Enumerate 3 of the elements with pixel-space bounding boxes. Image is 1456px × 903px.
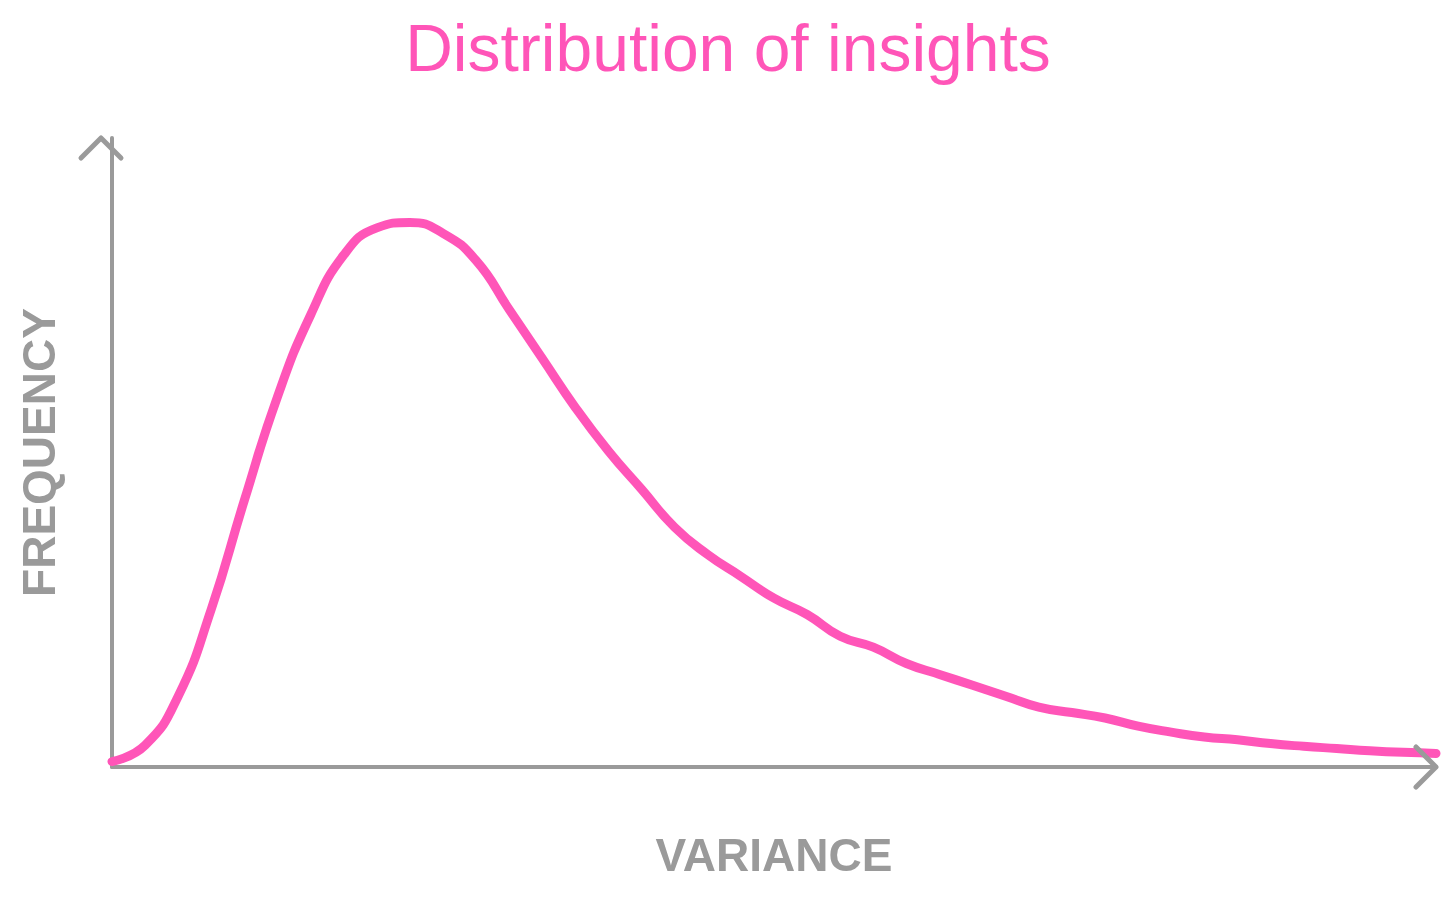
x-axis-title: VARIANCE: [655, 829, 893, 881]
y-axis-title: FREQUENCY: [13, 308, 65, 597]
chart-title: Distribution of insights: [405, 11, 1051, 85]
